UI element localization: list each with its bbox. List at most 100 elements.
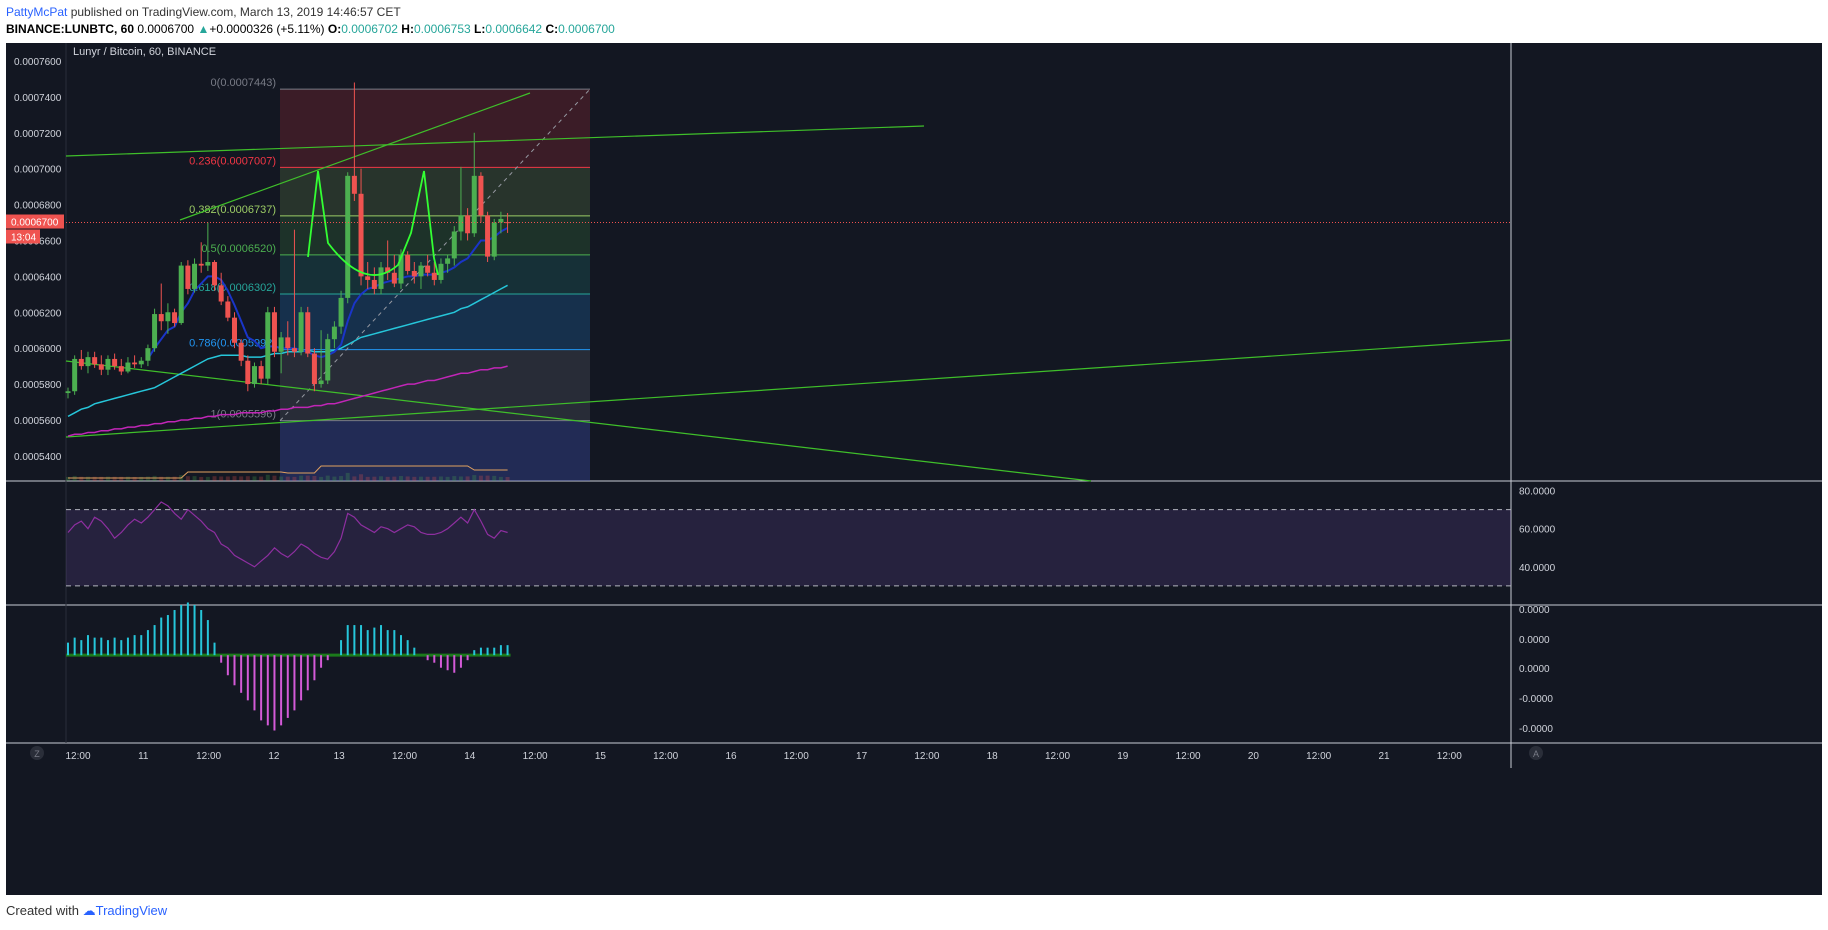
volume-ma-line xyxy=(68,465,508,479)
candle-body xyxy=(212,262,218,286)
price-tick-label: 0.0005400 xyxy=(14,452,62,463)
time-tick-label: 20 xyxy=(1248,751,1260,762)
candle-body xyxy=(132,362,138,365)
candle-body xyxy=(418,265,424,277)
volume-bar xyxy=(79,476,84,481)
volume-bar xyxy=(458,476,463,481)
published-text: published on TradingView.com, March 13, … xyxy=(70,5,401,19)
oscillator-tick-label: -0.0000 xyxy=(1519,724,1553,735)
candle xyxy=(205,222,211,271)
volume-bar xyxy=(412,476,417,481)
tradingview-logo-icon[interactable]: ☁ xyxy=(82,903,96,918)
time-tick-label: 13 xyxy=(334,751,346,762)
fib-level-label: 0.618(0.0006302) xyxy=(189,282,276,294)
chart-title: Lunyr / Bitcoin, 60, BINANCE xyxy=(73,46,216,58)
candle xyxy=(132,355,138,368)
candle xyxy=(192,258,198,293)
candle-body xyxy=(198,263,204,266)
candle xyxy=(265,306,271,385)
candle xyxy=(158,283,164,331)
candle xyxy=(118,358,124,376)
candle-body xyxy=(245,360,251,385)
candle xyxy=(78,349,84,370)
volume-bar xyxy=(485,475,490,481)
candle xyxy=(271,306,277,358)
fib-zone xyxy=(280,89,590,168)
candle-body xyxy=(471,175,477,234)
pattern-drawing xyxy=(307,170,439,276)
chart-svg[interactable]: 0(0.0007443) 0.236(0.0007007) 0.382(0.0006… xyxy=(6,43,1822,895)
time-tick-label: 12:00 xyxy=(784,751,809,762)
time-tick-label: 12:00 xyxy=(392,751,417,762)
chart-background xyxy=(6,43,1822,895)
volume-bar xyxy=(112,476,117,481)
candle-body xyxy=(305,312,311,354)
candle xyxy=(232,312,237,349)
volume-bar xyxy=(312,475,317,481)
candle-body xyxy=(298,312,304,352)
candle xyxy=(418,262,424,289)
volume-bar xyxy=(305,475,310,481)
time-tick-label: 12:00 xyxy=(1437,751,1462,762)
volume-bar xyxy=(192,476,197,481)
candle xyxy=(371,267,377,295)
candle-body xyxy=(278,337,284,352)
volume-bar xyxy=(339,476,344,481)
price-change: +0.0000326 (+5.11%) xyxy=(209,22,325,36)
candle-body xyxy=(165,312,171,322)
candle xyxy=(465,208,471,241)
candle xyxy=(478,172,484,223)
candle xyxy=(105,355,111,376)
candle-body xyxy=(491,222,497,257)
candle xyxy=(198,242,204,273)
candle-body xyxy=(172,312,178,324)
tradingview-link[interactable]: TradingView xyxy=(95,903,168,918)
time-tick-label: 19 xyxy=(1117,751,1129,762)
candle-body xyxy=(205,262,211,266)
price-tag xyxy=(6,214,64,229)
candle xyxy=(238,339,244,367)
candle-body xyxy=(251,366,257,385)
author-link[interactable]: PattyMcPat xyxy=(6,5,68,19)
price-tick-label: 0.0005600 xyxy=(14,416,62,427)
candle-body xyxy=(451,231,457,259)
fib-extension-zone xyxy=(280,420,590,481)
time-tick-label: 15 xyxy=(595,751,607,762)
candle-body xyxy=(265,312,271,379)
candle-body xyxy=(365,276,371,280)
oscillator-tick-label: -0.0000 xyxy=(1519,694,1553,705)
volume-bar xyxy=(225,476,230,481)
candle xyxy=(358,168,364,286)
volume-bar xyxy=(498,476,503,481)
price-tick-label: 0.0006000 xyxy=(14,344,62,355)
chart-area[interactable]: 0(0.0007443) 0.236(0.0007007) 0.382(0.0006… xyxy=(6,43,1822,895)
time-tick-label: 12 xyxy=(268,751,280,762)
candle-body xyxy=(385,267,391,273)
trendline xyxy=(179,92,531,221)
footer: Created with ☁TradingView xyxy=(6,903,167,919)
candle-body xyxy=(85,357,91,367)
volume-bar xyxy=(345,472,350,481)
candle xyxy=(251,362,257,388)
volume-bar xyxy=(239,476,244,481)
candle-body xyxy=(351,175,357,194)
price-tick-label: 0.0007600 xyxy=(14,57,62,68)
oscillator-tick-label: 0.0000 xyxy=(1519,664,1550,675)
candle-body xyxy=(425,265,431,273)
candle xyxy=(225,296,231,322)
volume-bar xyxy=(385,476,390,481)
candle-body xyxy=(331,326,337,340)
timezone-button xyxy=(30,746,44,760)
volume-bar xyxy=(212,476,217,481)
candle xyxy=(92,351,98,368)
volume-bar xyxy=(165,476,170,481)
candle-body xyxy=(178,265,184,324)
volume-bar xyxy=(399,476,403,481)
candle-body xyxy=(232,317,237,343)
symbol-label: BINANCE:LUNBTC, 60 xyxy=(6,22,135,36)
volume-bar xyxy=(85,476,90,481)
candle xyxy=(65,387,71,399)
candle-body xyxy=(225,301,231,318)
candle xyxy=(338,290,344,334)
volume-bar xyxy=(199,476,204,481)
